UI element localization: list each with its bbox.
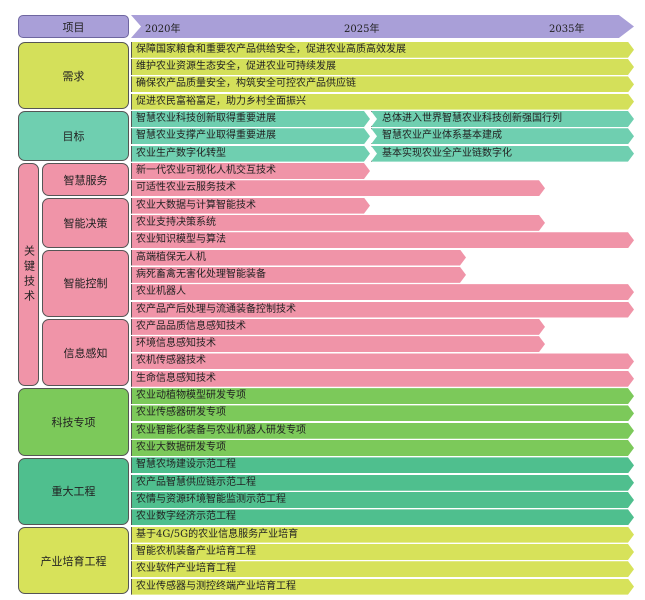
timeline-bar: 智能农机装备产业培育工程 (131, 544, 634, 560)
section-label: 科技专项 (18, 388, 129, 456)
timeline-bar: 农机传感器技术 (131, 353, 634, 369)
timeline-bar: 农产品智慧供应链示范工程 (131, 475, 634, 491)
timeline-bar: 高端植保无人机 (131, 250, 466, 266)
timeline-bar: 基本实现农业全产业链数字化 (371, 146, 634, 162)
timeline-bar: 农产品品质信息感知技术 (131, 319, 545, 335)
timeline-bar: 新一代农业可视化人机交互技术 (131, 163, 370, 179)
year-2020: 2020年 (145, 24, 181, 35)
timeline-bar: 智慧农场建设示范工程 (131, 457, 634, 473)
timeline-bar: 农业软件产业培育工程 (131, 561, 634, 577)
timeline-bar: 农业智能化装备与农业机器人研发专项 (131, 423, 634, 439)
section-label: 目标 (18, 111, 129, 162)
timeline-bar: 促进农民富裕富足，助力乡村全面振兴 (131, 94, 634, 110)
timeline-bar: 农产品产后处理与流通装备控制技术 (131, 302, 634, 318)
section-label: 需求 (18, 42, 129, 110)
section-label: 重大工程 (18, 457, 129, 525)
subgroup-label: 信息感知 (42, 319, 129, 387)
timeline-bar: 智慧农业产业体系基本建成 (371, 128, 634, 144)
timeline-bar: 保障国家粮食和重要农产品供给安全，促进农业高质高效发展 (131, 42, 634, 58)
timeline-bar: 农业动植物模型研发专项 (131, 388, 634, 404)
timeline-bar: 农业支持决策系统 (131, 215, 545, 231)
timeline-bar: 农业大数据与计算智能技术 (131, 198, 370, 214)
timeline-bar: 基于4G/5G的农业信息服务产业培育 (131, 527, 634, 543)
year-2035: 2035年 (549, 24, 585, 35)
timeline-bar: 农业数字经济示范工程 (131, 509, 634, 525)
timeline-bar: 农情与资源环境智能监测示范工程 (131, 492, 634, 508)
timeline-bar: 维护农业资源生态安全，促进农业可持续发展 (131, 59, 634, 75)
timeline-bar: 农业机器人 (131, 284, 634, 300)
subgroup-label: 智能控制 (42, 249, 129, 318)
timeline-bar: 可适性农业云服务技术 (131, 180, 545, 196)
timeline-bar: 农业传感器与测控终端产业培育工程 (131, 579, 634, 595)
header-project-label: 项目 (18, 15, 129, 38)
year-2025: 2025年 (344, 24, 380, 35)
timeline-bar: 农业知识模型与算法 (131, 232, 634, 248)
timeline-bar: 农业传感器研发专项 (131, 405, 634, 421)
timeline-bar: 智慧农业支撑产业取得重要进展 (131, 128, 370, 144)
timeline-bar: 农业生产数字化转型 (131, 146, 370, 162)
timeline-bar: 农业大数据研发专项 (131, 440, 634, 456)
timeline-bar: 总体进入世界智慧农业科技创新强国行列 (371, 111, 634, 127)
subgroup-label: 智慧服务 (42, 163, 129, 196)
timeline-bar: 确保农产品质量安全，构筑安全可控农产品供应链 (131, 76, 634, 92)
timeline-bar: 环境信息感知技术 (131, 336, 545, 352)
timeline-bar: 智慧农业科技创新取得重要进展 (131, 111, 370, 127)
timeline-bar: 生命信息感知技术 (131, 371, 634, 387)
timeline-bar: 病死畜禽无害化处理智能装备 (131, 267, 466, 283)
section-label: 产业培育工程 (18, 526, 129, 595)
subgroup-label: 智能决策 (42, 197, 129, 248)
timeline-header: 2020年 2025年 2035年 (131, 15, 634, 38)
section-label: 关键技术 (18, 163, 39, 387)
